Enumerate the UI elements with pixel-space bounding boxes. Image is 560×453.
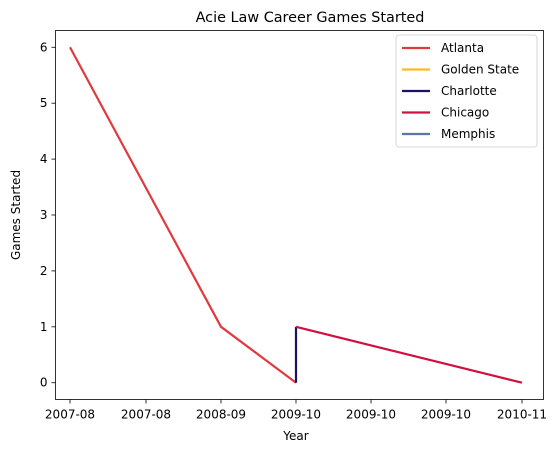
x-tick-label: 2009-10 <box>346 408 396 422</box>
x-axis-ticks: 2007-08 2007-08 2008-09 2009-10 2009-10 2009-… <box>45 399 547 422</box>
x-axis-label: Year <box>282 429 308 443</box>
x-tick-label: 2008-09 <box>196 408 246 422</box>
series-lines <box>69 46 523 384</box>
x-tick-label: 2010-11 <box>497 408 547 422</box>
y-tick-label: 0 <box>40 376 48 390</box>
y-axis-label: Games Started <box>9 170 23 260</box>
series-line-atlanta <box>69 46 297 384</box>
y-tick-label: 3 <box>40 208 48 222</box>
y-tick-label: 5 <box>40 96 48 110</box>
legend-label: Golden State <box>441 63 519 77</box>
chart-title: Acie Law Career Games Started <box>196 10 425 26</box>
legend-label: Chicago <box>441 106 489 120</box>
plot-frame <box>55 30 544 400</box>
y-axis-ticks: 0 1 2 3 4 5 6 <box>40 40 56 390</box>
series-line-chicago <box>295 325 523 384</box>
y-tick-label: 2 <box>40 264 48 278</box>
plot-area: 0 1 2 3 4 5 6 2007-08 2007-08 2008-09 2009-10 2009… <box>40 30 547 422</box>
legend-label: Atlanta <box>441 41 484 55</box>
x-tick-label: 2007-08 <box>121 408 171 422</box>
legend-box <box>395 34 538 148</box>
legend-label: Charlotte <box>441 84 497 98</box>
y-tick-label: 1 <box>40 320 48 334</box>
legend: Atlanta Golden State Charlotte Chicago Memph… <box>395 34 538 148</box>
y-tick-label: 6 <box>40 40 48 54</box>
y-tick-label: 4 <box>40 152 48 166</box>
x-tick-label: 2009-10 <box>271 408 321 422</box>
legend-label: Memphis <box>441 127 495 141</box>
x-tick-label: 2007-08 <box>45 408 95 422</box>
x-tick-label: 2009-10 <box>421 408 471 422</box>
